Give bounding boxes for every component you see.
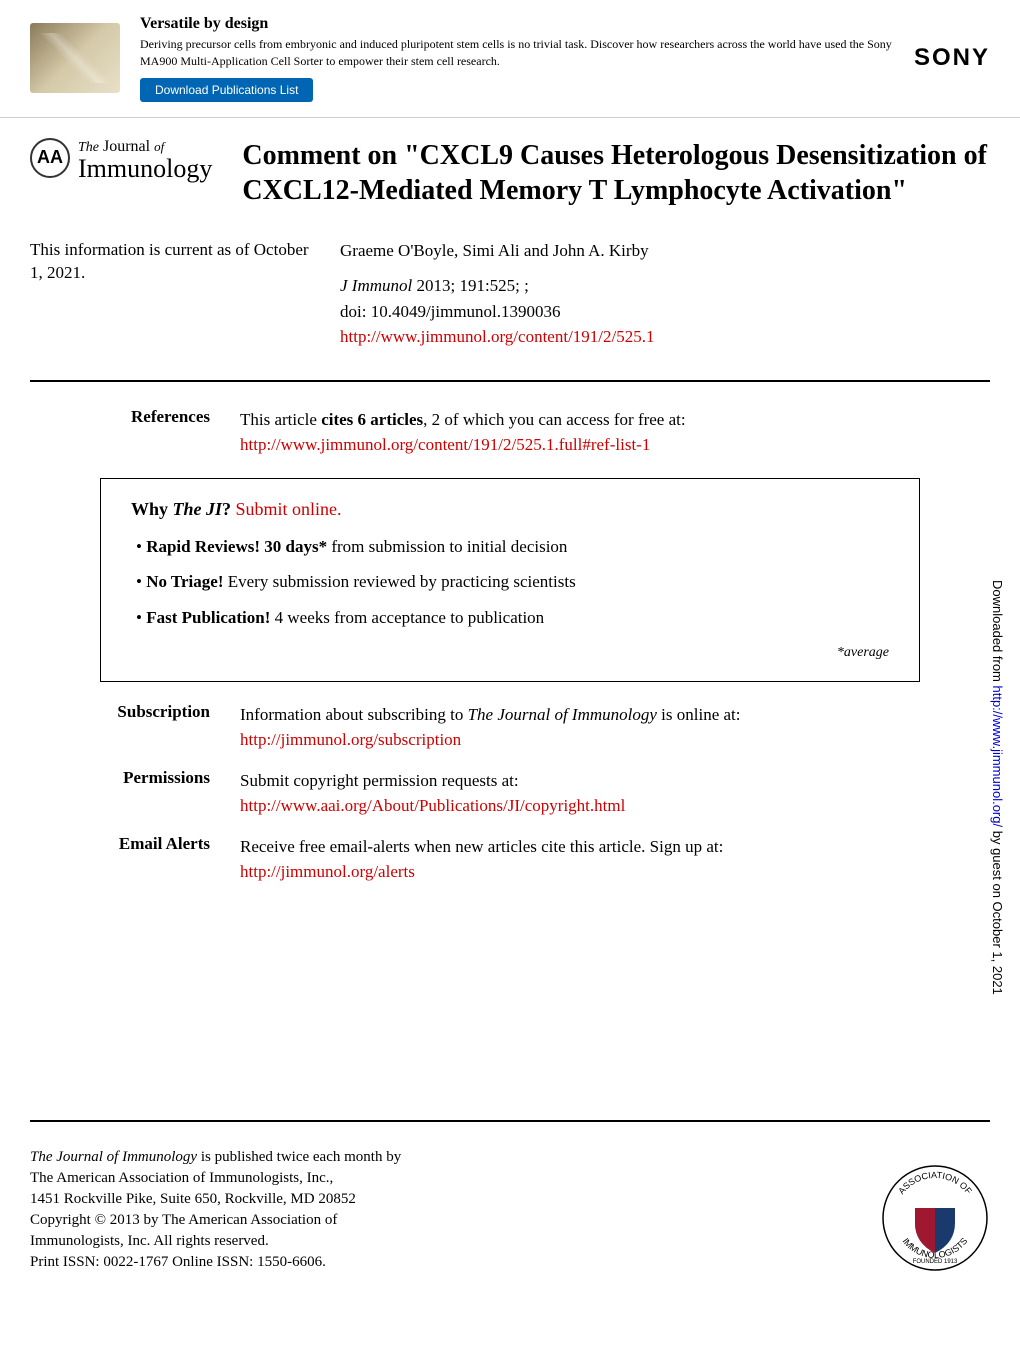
why-title: Why The JI? Submit online. — [131, 499, 889, 520]
divider-top — [30, 380, 990, 382]
subscription-row: Subscription Information about subscribi… — [60, 702, 960, 753]
email-alerts-text: Receive free email-alerts when new artic… — [240, 837, 723, 856]
footer-line6: Print ISSN: 0022-1767 Online ISSN: 1550-… — [30, 1254, 326, 1270]
divider-footer — [30, 1120, 990, 1122]
logo-of: of — [154, 139, 164, 154]
footer-line2: The American Association of Immunologist… — [30, 1170, 333, 1186]
references-url-link[interactable]: http://www.jimmunol.org/content/191/2/52… — [240, 435, 650, 454]
citation-journal: J Immunol — [340, 276, 412, 295]
article-title: Comment on "CXCL9 Causes Heterologous De… — [242, 138, 990, 208]
content-section: References This article cites 6 articles… — [0, 392, 1020, 915]
subscription-label: Subscription — [60, 702, 210, 753]
email-alerts-url-link[interactable]: http://jimmunol.org/alerts — [240, 862, 415, 881]
aai-logo: ASSOCIATION OF IMMUNOLOGISTS FOUNDED 191… — [880, 1163, 990, 1273]
logo-text: The Journal of Immunology — [78, 138, 212, 184]
citation-doi: doi: 10.4049/jimmunol.1390036 — [340, 299, 990, 325]
subscription-text: Information about subscribing to The Jou… — [240, 705, 741, 724]
advertisement-banner: Versatile by design Deriving precursor c… — [0, 0, 1020, 118]
why-item-2-rest: 4 weeks from acceptance to publication — [270, 608, 544, 627]
authors: Graeme O'Boyle, Simi Ali and John A. Kir… — [340, 238, 990, 264]
footer-line3: 1451 Rockville Pike, Suite 650, Rockvill… — [30, 1191, 356, 1207]
ad-description: Deriving precursor cells from embryonic … — [140, 36, 894, 70]
permissions-label: Permissions — [60, 768, 210, 819]
why-item-1-bold: No Triage! — [146, 572, 223, 591]
ad-title: Versatile by design — [140, 15, 894, 33]
references-content: This article cites 6 articles, 2 of whic… — [240, 407, 960, 458]
why-title-journal: The JI — [173, 499, 223, 519]
why-item-2: Fast Publication! 4 weeks from acceptanc… — [151, 606, 889, 630]
subscription-url-link[interactable]: http://jimmunol.org/subscription — [240, 730, 461, 749]
footer-line4: Copyright © 2013 by The American Associa… — [30, 1212, 337, 1228]
permissions-url-link[interactable]: http://www.aai.org/About/Publications/JI… — [240, 796, 625, 815]
average-note: *average — [131, 645, 889, 661]
current-as-of: This information is current as of Octobe… — [30, 238, 310, 350]
ad-text-block: Versatile by design Deriving precursor c… — [140, 15, 894, 102]
why-item-2-bold: Fast Publication! — [146, 608, 270, 627]
meta-section: This information is current as of Octobe… — [0, 228, 1020, 370]
download-publications-button[interactable]: Download Publications List — [140, 78, 313, 102]
references-row: References This article cites 6 articles… — [60, 407, 960, 458]
ad-image — [30, 23, 120, 93]
sony-logo: SONY — [914, 44, 990, 72]
why-title-prefix: Why — [131, 499, 173, 519]
references-text: This article cites 6 articles, 2 of whic… — [240, 410, 686, 429]
email-alerts-row: Email Alerts Receive free email-alerts w… — [60, 834, 960, 885]
header-section: AA The Journal of Immunology Comment on … — [0, 118, 1020, 228]
svg-text:FOUNDED 1913: FOUNDED 1913 — [913, 1259, 958, 1265]
references-label: References — [60, 407, 210, 458]
sidebar-prefix: Downloaded from — [990, 580, 1005, 686]
journal-logo: AA The Journal of Immunology — [30, 138, 212, 208]
why-item-0-rest: from submission to initial decision — [327, 537, 567, 556]
permissions-row: Permissions Submit copyright permission … — [60, 768, 960, 819]
why-ji-box: Why The JI? Submit online. Rapid Reviews… — [100, 478, 920, 682]
why-item-0-bold: Rapid Reviews! 30 days* — [146, 537, 327, 556]
citation-url-link[interactable]: http://www.jimmunol.org/content/191/2/52… — [340, 327, 655, 346]
footer-text: The Journal of Immunology is published t… — [30, 1147, 850, 1273]
why-item-0: Rapid Reviews! 30 days* from submission … — [151, 535, 889, 559]
citation-info: Graeme O'Boyle, Simi Ali and John A. Kir… — [340, 238, 990, 350]
subscription-content: Information about subscribing to The Jou… — [240, 702, 960, 753]
logo-immunology: Immunology — [78, 154, 212, 183]
citation-line1: 2013; 191:525; ; — [416, 276, 528, 295]
logo-the: The — [78, 140, 99, 155]
why-item-1-rest: Every submission reviewed by practicing … — [223, 572, 575, 591]
email-alerts-label: Email Alerts — [60, 834, 210, 885]
submit-online-link[interactable]: Submit online. — [236, 499, 342, 519]
email-alerts-content: Receive free email-alerts when new artic… — [240, 834, 960, 885]
sidebar-suffix: by guest on October 1, 2021 — [990, 827, 1005, 995]
why-title-suffix: ? — [222, 499, 236, 519]
logo-badge-icon: AA — [30, 138, 70, 178]
logo-journal: Journal — [103, 138, 150, 155]
permissions-text: Submit copyright permission requests at: — [240, 771, 519, 790]
footer-line5: Immunologists, Inc. All rights reserved. — [30, 1233, 269, 1249]
download-sidebar: Downloaded from http://www.jimmunol.org/… — [990, 580, 1005, 995]
footer-journal-name: The Journal of Immunology — [30, 1149, 197, 1165]
permissions-content: Submit copyright permission requests at:… — [240, 768, 960, 819]
footer-section: The Journal of Immunology is published t… — [0, 1127, 1020, 1293]
footer-line1-suffix: is published twice each month by — [197, 1149, 401, 1165]
sidebar-url-link[interactable]: http://www.jimmunol.org/ — [990, 686, 1005, 828]
why-item-1: No Triage! Every submission reviewed by … — [151, 570, 889, 594]
